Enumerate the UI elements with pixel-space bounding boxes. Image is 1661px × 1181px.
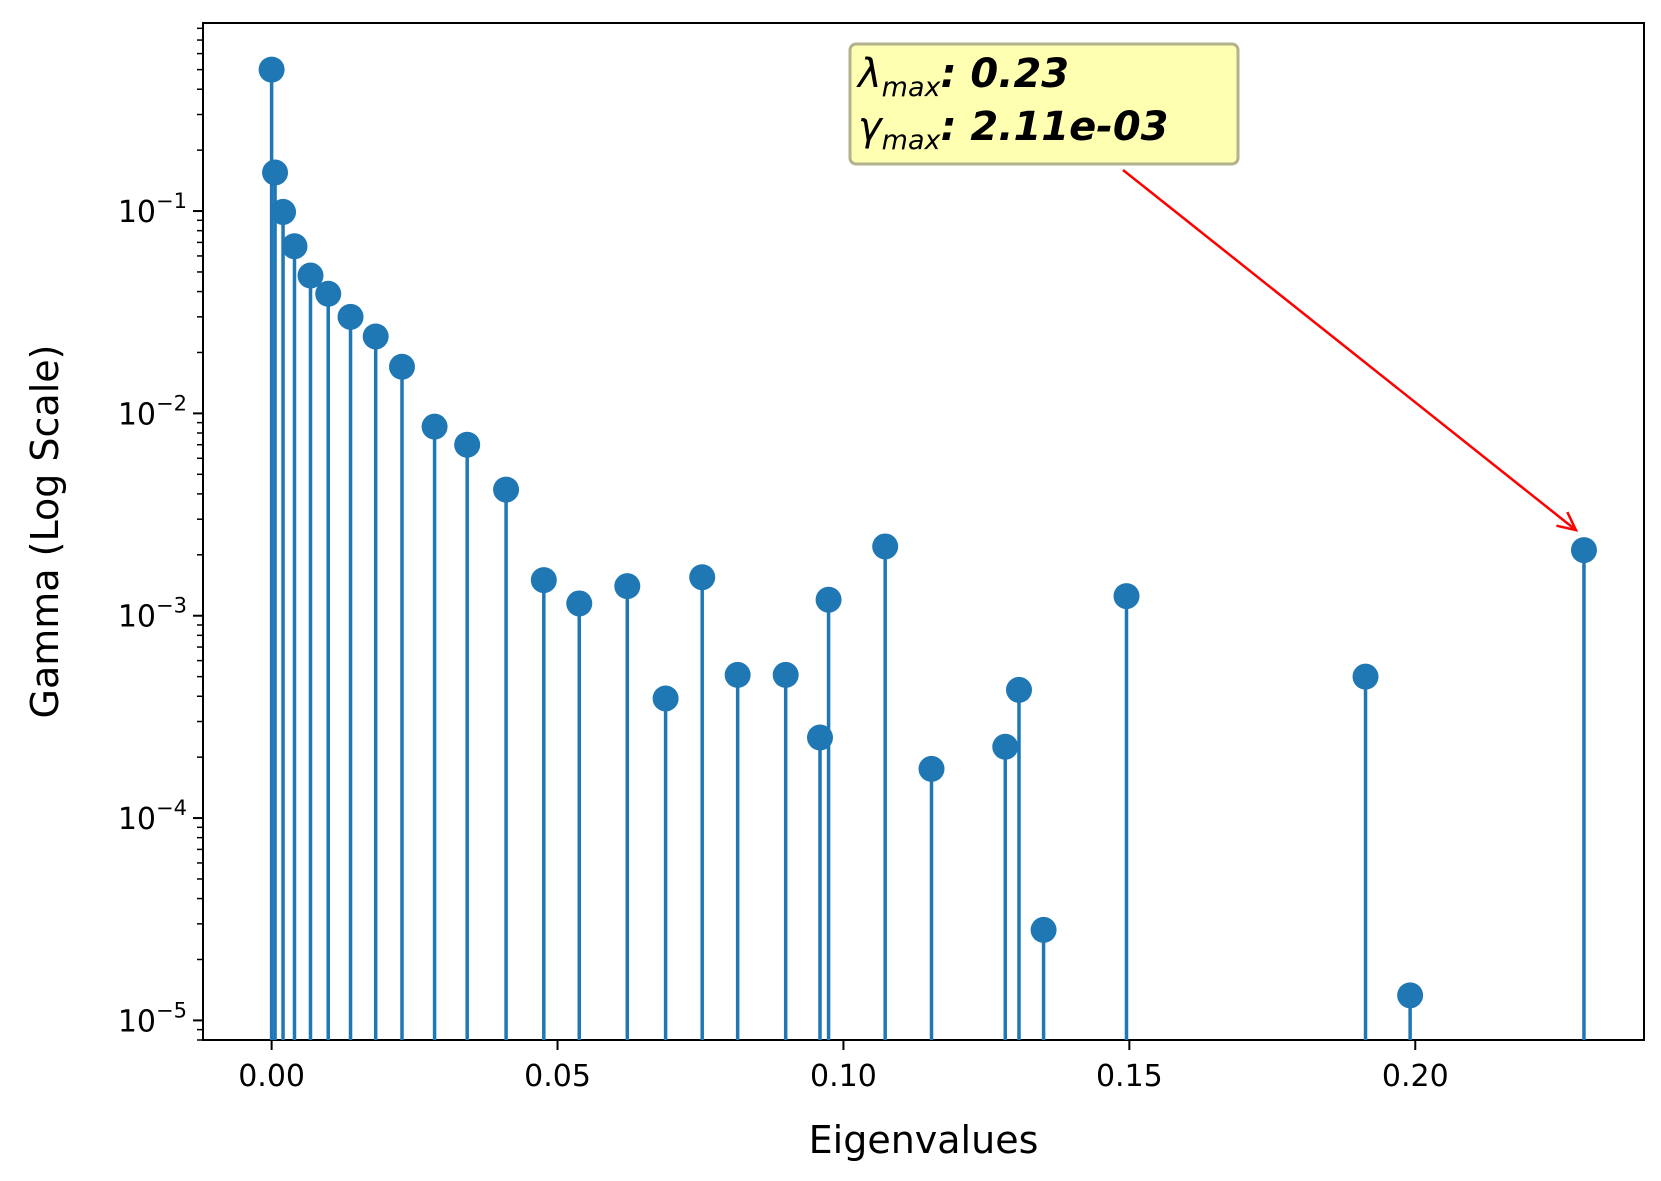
stem-marker: [652, 685, 679, 712]
stem-marker: [337, 303, 364, 330]
max-annotation: λmax: 0.23 γmax: 2.11e-03: [848, 42, 1579, 532]
y-tick-exponent: −1: [156, 189, 187, 213]
annotation-box: [848, 42, 1240, 166]
stem-marker: [1352, 663, 1379, 690]
stem-marker: [806, 724, 833, 751]
lambda-max-text: λmax: 0.23: [856, 51, 1069, 103]
stem-marker: [872, 533, 899, 560]
lambda-symbol: λ: [856, 51, 882, 97]
stem-lines: [269, 69, 1586, 1040]
stem-marker: [315, 280, 342, 307]
stem-marker: [258, 56, 285, 83]
stem-marker: [566, 590, 593, 617]
y-tick-base: 10: [118, 397, 156, 432]
y-tick-base: 10: [118, 600, 156, 635]
stem-markers: [258, 56, 1597, 1009]
stem-marker: [1113, 583, 1140, 610]
y-tick-exponent: −5: [156, 998, 187, 1022]
x-tick-label: 0.10: [810, 1059, 877, 1094]
x-axis: 0.00 0.05 0.10 0.15 0.20: [238, 1040, 1449, 1094]
stem-marker: [614, 573, 641, 600]
y-tick-label: 10−2: [118, 391, 187, 432]
y-tick-base: 10: [118, 195, 156, 230]
y-tick-label: 10−1: [118, 189, 187, 230]
stem-marker: [689, 564, 716, 591]
y-tick-label: 10−5: [118, 998, 187, 1039]
x-tick-label: 0.15: [1096, 1059, 1163, 1094]
y-tick-exponent: −4: [156, 796, 187, 820]
annotation-arrow: [1122, 169, 1577, 532]
y-tick-label: 10−4: [118, 796, 187, 837]
lambda-max-value: : 0.23: [941, 51, 1070, 97]
y-tick-base: 10: [118, 802, 156, 837]
lambda-subscript: max: [882, 72, 942, 103]
stem-marker: [530, 567, 557, 594]
y-tick-exponent: −3: [156, 594, 187, 618]
gamma-symbol: γ: [858, 104, 884, 150]
stem-marker: [281, 233, 308, 260]
stem-marker: [992, 733, 1019, 760]
gamma-subscript: max: [882, 125, 942, 156]
stem-marker: [772, 661, 799, 688]
y-tick-label: 10−3: [118, 594, 187, 635]
gamma-max-text: γmax: 2.11e-03: [858, 104, 1169, 156]
stem-marker: [362, 323, 389, 350]
y-axis: 10−510−410−310−210−1: [118, 27, 203, 1041]
x-tick-label: 0.00: [238, 1059, 305, 1094]
y-tick-base: 10: [118, 1004, 156, 1039]
x-axis-label: Eigenvalues: [809, 1118, 1039, 1162]
stem-marker: [724, 661, 751, 688]
stem-marker: [1005, 676, 1032, 703]
stem-marker: [388, 353, 415, 380]
stem-marker: [262, 159, 289, 186]
x-tick-label: 0.20: [1382, 1059, 1449, 1094]
gamma-max-value: : 2.11e-03: [941, 104, 1169, 150]
x-tick-label: 0.05: [524, 1059, 591, 1094]
stem-marker: [1397, 982, 1424, 1009]
stem-marker: [493, 476, 520, 503]
stem-marker: [297, 262, 324, 289]
y-axis-label: Gamma (Log Scale): [23, 345, 67, 719]
stem-marker: [815, 586, 842, 613]
stem-marker: [918, 755, 945, 782]
annotation-arrow-head: [1556, 511, 1579, 532]
plot-frame: [202, 22, 1645, 1041]
stem-marker: [270, 198, 297, 225]
stem-marker: [1570, 537, 1597, 564]
stem-marker: [1030, 916, 1057, 943]
stem-marker: [454, 431, 481, 458]
stem-marker: [421, 413, 448, 440]
y-tick-exponent: −2: [156, 391, 187, 415]
